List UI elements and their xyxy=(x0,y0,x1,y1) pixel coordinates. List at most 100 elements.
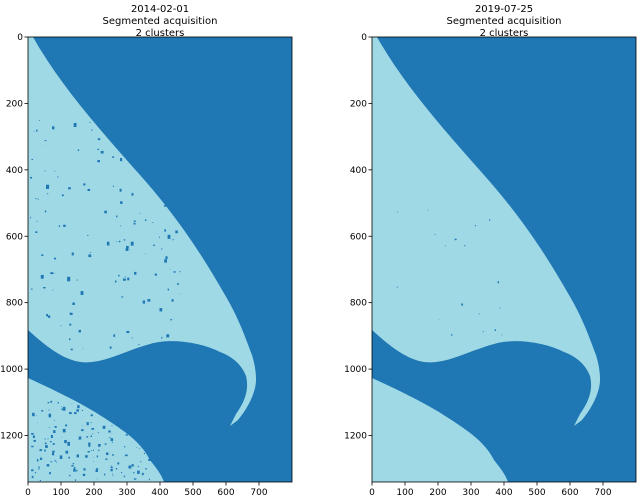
speckle-left xyxy=(142,414,145,418)
speckle-left xyxy=(139,447,141,449)
y-tick-label-right: 1000 xyxy=(344,365,367,375)
speckle-left xyxy=(133,478,137,480)
speckle-left xyxy=(127,407,130,410)
speckle-left xyxy=(72,463,75,465)
speckle-left xyxy=(104,406,106,408)
x-tick-label-right: 700 xyxy=(594,488,611,498)
speckle-left xyxy=(119,422,120,424)
speckle-right xyxy=(474,225,476,227)
title-clusters-right: 2 clusters xyxy=(479,28,529,39)
title-date-right: 2019-07-25 xyxy=(474,4,534,15)
speckle-left xyxy=(161,248,163,250)
speckle-left xyxy=(73,123,77,127)
speckle-left xyxy=(32,412,35,417)
y-tick-label-left: 1000 xyxy=(0,365,23,375)
speckle-left xyxy=(152,222,154,223)
speckle-left xyxy=(128,249,130,251)
speckle-left xyxy=(44,140,47,142)
speckle-left xyxy=(76,454,79,458)
speckle-left xyxy=(87,188,91,191)
speckle-left xyxy=(97,432,99,434)
speckle-left xyxy=(128,465,132,469)
speckle-left xyxy=(78,438,80,440)
speckle-left xyxy=(104,210,107,214)
speckle-right xyxy=(478,313,480,315)
speckle-left xyxy=(121,428,124,430)
speckle-left xyxy=(139,212,141,214)
x-tick-label-left: 600 xyxy=(217,488,234,498)
speckle-left xyxy=(40,274,44,279)
speckle-left xyxy=(139,434,142,436)
speckle-left xyxy=(68,187,71,190)
speckle-left xyxy=(134,271,137,275)
speckle-left xyxy=(36,459,39,462)
speckle-left xyxy=(44,170,46,172)
speckle-left xyxy=(133,429,135,431)
speckle-left xyxy=(108,430,111,433)
speckle-left xyxy=(131,337,133,339)
speckle-left xyxy=(136,410,138,412)
speckle-left xyxy=(169,186,171,188)
speckle-left xyxy=(148,153,151,157)
speckle-left xyxy=(118,274,120,277)
speckle-left xyxy=(149,448,151,449)
speckle-left xyxy=(118,413,120,415)
speckle-left xyxy=(113,334,116,337)
speckle-left xyxy=(81,429,84,432)
speckle-left xyxy=(140,461,142,463)
speckle-left xyxy=(153,244,155,246)
speckle-left xyxy=(125,434,128,436)
speckle-left xyxy=(91,428,95,430)
speckle-left xyxy=(31,475,34,479)
speckle-left xyxy=(115,405,118,407)
speckle-left xyxy=(120,158,123,162)
speckle-left xyxy=(86,436,89,438)
speckle-left xyxy=(97,148,100,150)
speckle-left xyxy=(54,170,56,172)
speckle-left xyxy=(50,435,53,438)
speckle-left xyxy=(78,436,82,440)
speckle-left xyxy=(69,412,72,415)
speckle-left xyxy=(148,409,150,411)
speckle-left xyxy=(155,162,157,165)
speckle-left xyxy=(166,334,170,338)
speckle-left xyxy=(165,256,168,260)
speckle-left xyxy=(123,239,126,241)
x-tick-label-left: 100 xyxy=(52,488,69,498)
speckle-left xyxy=(137,465,139,468)
speckle-right xyxy=(497,281,500,284)
speckle-left xyxy=(86,422,89,426)
y-tick-label-right: 400 xyxy=(350,166,367,176)
speckle-left xyxy=(89,122,91,123)
speckle-left xyxy=(117,462,120,465)
speckle-left xyxy=(72,302,75,305)
title-date-left: 2014-02-01 xyxy=(130,4,190,15)
speckle-left xyxy=(122,120,124,122)
speckle-left xyxy=(142,300,146,304)
speckle-left xyxy=(116,241,117,242)
speckle-left xyxy=(112,473,113,475)
speckle-left xyxy=(69,323,72,326)
speckle-left xyxy=(49,441,52,443)
y-tick-label-left: 1200 xyxy=(0,432,23,442)
speckle-left xyxy=(137,470,140,474)
speckle-left xyxy=(52,452,55,456)
speckle-left xyxy=(76,409,79,412)
speckle-left xyxy=(96,455,99,458)
speckle-right xyxy=(454,238,457,241)
speckle-left xyxy=(44,438,46,440)
x-tick-label-right: 100 xyxy=(396,488,413,498)
speckle-left xyxy=(81,410,83,411)
speckle-left xyxy=(110,466,113,469)
speckle-left xyxy=(62,406,66,411)
speckle-left xyxy=(159,308,163,312)
speckle-left xyxy=(179,271,181,273)
speckle-left xyxy=(67,441,70,446)
speckle-left xyxy=(88,445,91,448)
speckle-left xyxy=(170,319,173,321)
speckle-left xyxy=(91,405,94,408)
speckle-left xyxy=(112,475,114,477)
y-tick-label-left: 200 xyxy=(6,99,23,109)
